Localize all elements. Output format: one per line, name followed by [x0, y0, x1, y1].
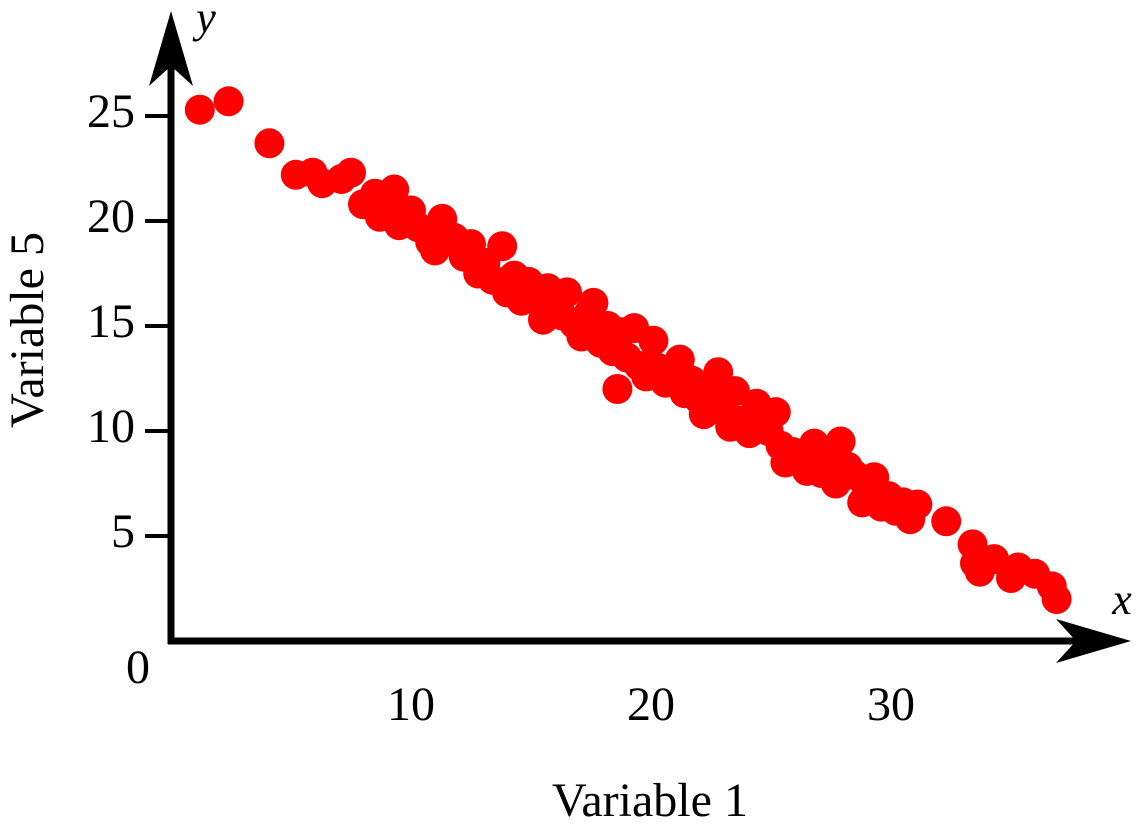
x-tick-label: 30 [867, 678, 915, 731]
point [760, 397, 791, 428]
y-tick-label: 20 [87, 190, 135, 243]
x-tick-label: 20 [627, 678, 675, 731]
x-arrow [1056, 619, 1131, 663]
x-symbol: x [1111, 575, 1132, 624]
x-tick-label: 10 [387, 678, 435, 731]
point [638, 325, 669, 356]
point [825, 426, 856, 457]
y-tick-label: 15 [87, 295, 135, 348]
y-tick-label: 5 [111, 505, 135, 558]
y-symbol: y [192, 0, 216, 42]
point [1041, 584, 1072, 614]
point [379, 174, 410, 205]
point [336, 157, 366, 188]
point [184, 94, 215, 125]
origin-label: 0 [126, 641, 150, 694]
point [552, 277, 582, 308]
point [602, 374, 633, 404]
y-axis-title: Variable 5 [1, 232, 54, 428]
y-tick-label: 25 [87, 85, 135, 138]
point [902, 489, 933, 520]
point [578, 287, 609, 318]
y-tick-label: 10 [87, 400, 135, 453]
point [213, 86, 244, 117]
point [487, 231, 518, 262]
y-arrow [149, 11, 193, 86]
x-axis-title: Variable 1 [552, 774, 748, 827]
point [254, 128, 285, 159]
point [931, 506, 962, 537]
